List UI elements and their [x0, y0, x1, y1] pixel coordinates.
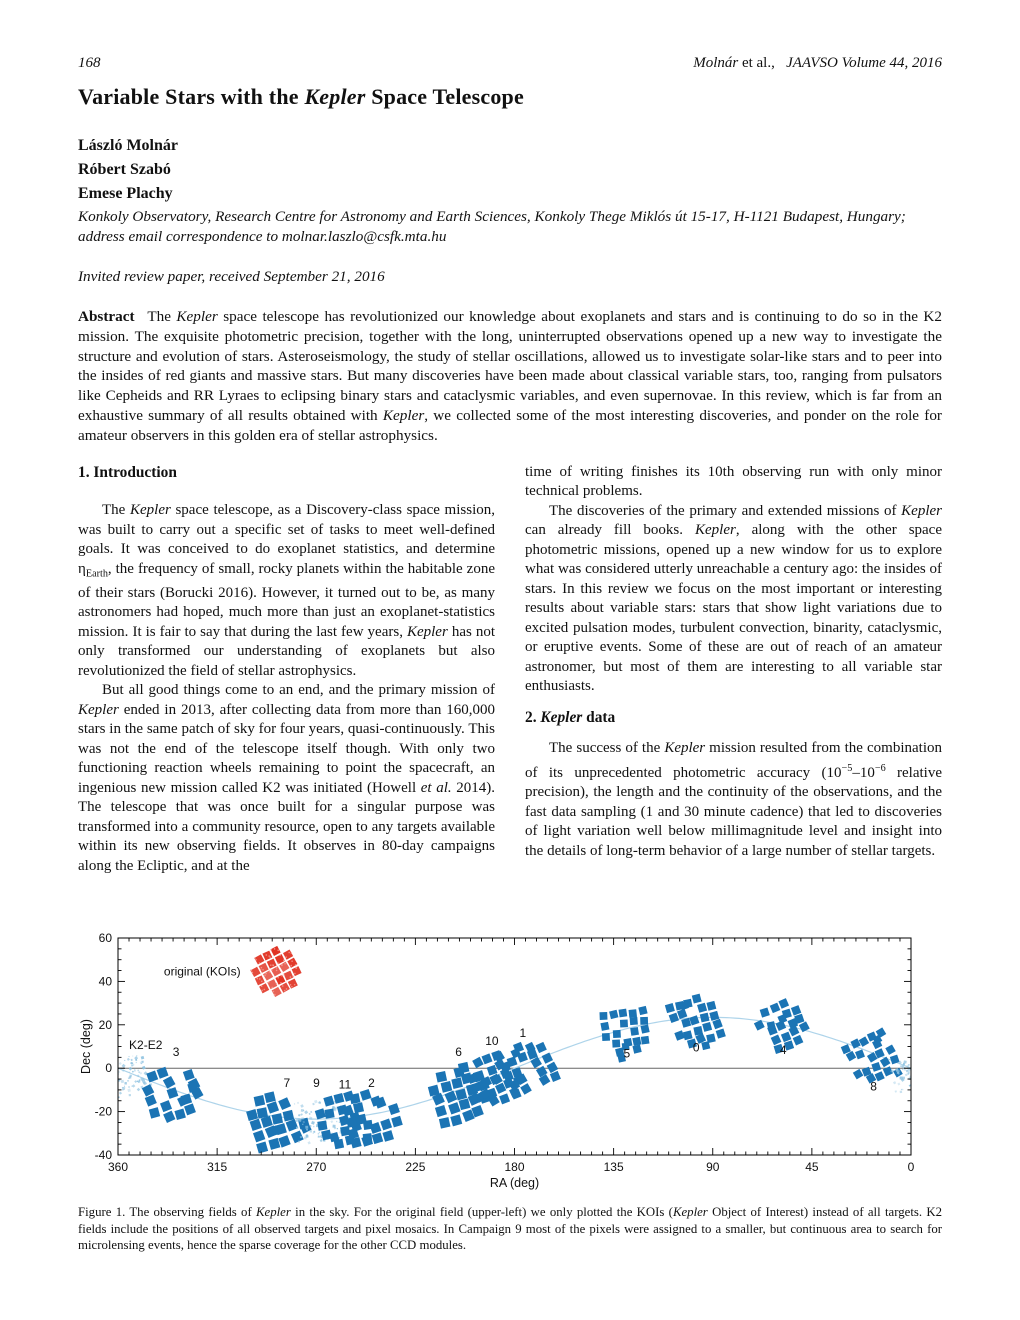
svg-text:5: 5 [623, 1047, 630, 1061]
svg-text:4: 4 [780, 1043, 787, 1057]
svg-text:-40: -40 [95, 1148, 113, 1162]
svg-text:270: 270 [306, 1160, 326, 1174]
svg-text:original (KOIs): original (KOIs) [164, 965, 241, 979]
page-number: 168 [78, 55, 101, 71]
svg-text:1: 1 [519, 1026, 526, 1040]
figure-1-caption: Figure 1. The observing fields of Kepler… [78, 1205, 942, 1253]
svg-text:9: 9 [313, 1076, 320, 1090]
svg-text:K2-E2: K2-E2 [129, 1038, 163, 1052]
svg-text:10: 10 [485, 1034, 499, 1048]
svg-text:60: 60 [99, 931, 113, 945]
svg-text:360: 360 [108, 1160, 128, 1174]
article-title: Variable Stars with the Kepler Space Tel… [78, 84, 524, 109]
section-heading-introduction: 1. Introduction [78, 463, 177, 481]
running-head: 168 Molnár et al., JAAVSO Volume 44, 201… [78, 55, 942, 72]
svg-text:6: 6 [455, 1045, 462, 1059]
figure-1: 360 315 270 225 180 135 90 45 0 -40 -20 0 20 40 60 RA (… [78, 930, 942, 1254]
svg-text:2: 2 [368, 1076, 375, 1090]
svg-text:0: 0 [908, 1160, 915, 1174]
kepler-data-paragraph: The success of the Kepler mission result… [525, 740, 942, 859]
svg-text:90: 90 [706, 1160, 720, 1174]
svg-text:3: 3 [173, 1045, 180, 1059]
right-column: time of writing finishes its 10th observ… [525, 463, 942, 915]
svg-text:45: 45 [805, 1160, 819, 1174]
svg-text:Dec (deg): Dec (deg) [79, 1019, 93, 1074]
svg-text:11: 11 [339, 1077, 352, 1091]
svg-text:40: 40 [99, 974, 113, 988]
svg-text:135: 135 [604, 1160, 624, 1174]
section-heading-kepler-data: 2. Kepler data [525, 708, 616, 726]
svg-text:180: 180 [504, 1160, 524, 1174]
svg-text:8: 8 [870, 1079, 877, 1093]
intro-paragraph-3: The discoveries of the primary and exten… [525, 502, 942, 695]
running-title: Molnár et al., JAAVSO Volume 44, 2016 [693, 55, 942, 71]
intro-paragraph-continued: time of writing finishes its 10th observ… [525, 463, 942, 500]
svg-text:RA (deg): RA (deg) [490, 1176, 539, 1190]
received-note: Invited review paper, received September… [78, 268, 385, 285]
intro-paragraph-2: But all good things come to an end, and … [78, 682, 495, 874]
svg-text:7: 7 [283, 1076, 290, 1090]
intro-paragraph-1: The Kepler space telescope, as a Discove… [78, 502, 495, 679]
svg-text:20: 20 [99, 1018, 113, 1032]
svg-text:0: 0 [693, 1041, 700, 1055]
author-name: Emese Plachy [78, 185, 173, 202]
author-name: Róbert Szabó [78, 161, 171, 178]
svg-text:0: 0 [105, 1061, 112, 1075]
affiliation: Konkoly Observatory, Research Centre for… [78, 208, 906, 245]
authors-block: László Molnár Róbert Szabó Emese Plachy [78, 134, 942, 206]
svg-text:225: 225 [405, 1160, 425, 1174]
svg-text:-20: -20 [95, 1105, 113, 1119]
left-column: 1. Introduction The Kepler space telesco… [78, 463, 495, 915]
two-column-body: 1. Introduction The Kepler space telesco… [78, 463, 942, 915]
abstract: Abstract The Kepler space telescope has … [78, 308, 942, 444]
author-name: László Molnár [78, 137, 178, 154]
svg-text:315: 315 [207, 1160, 227, 1174]
